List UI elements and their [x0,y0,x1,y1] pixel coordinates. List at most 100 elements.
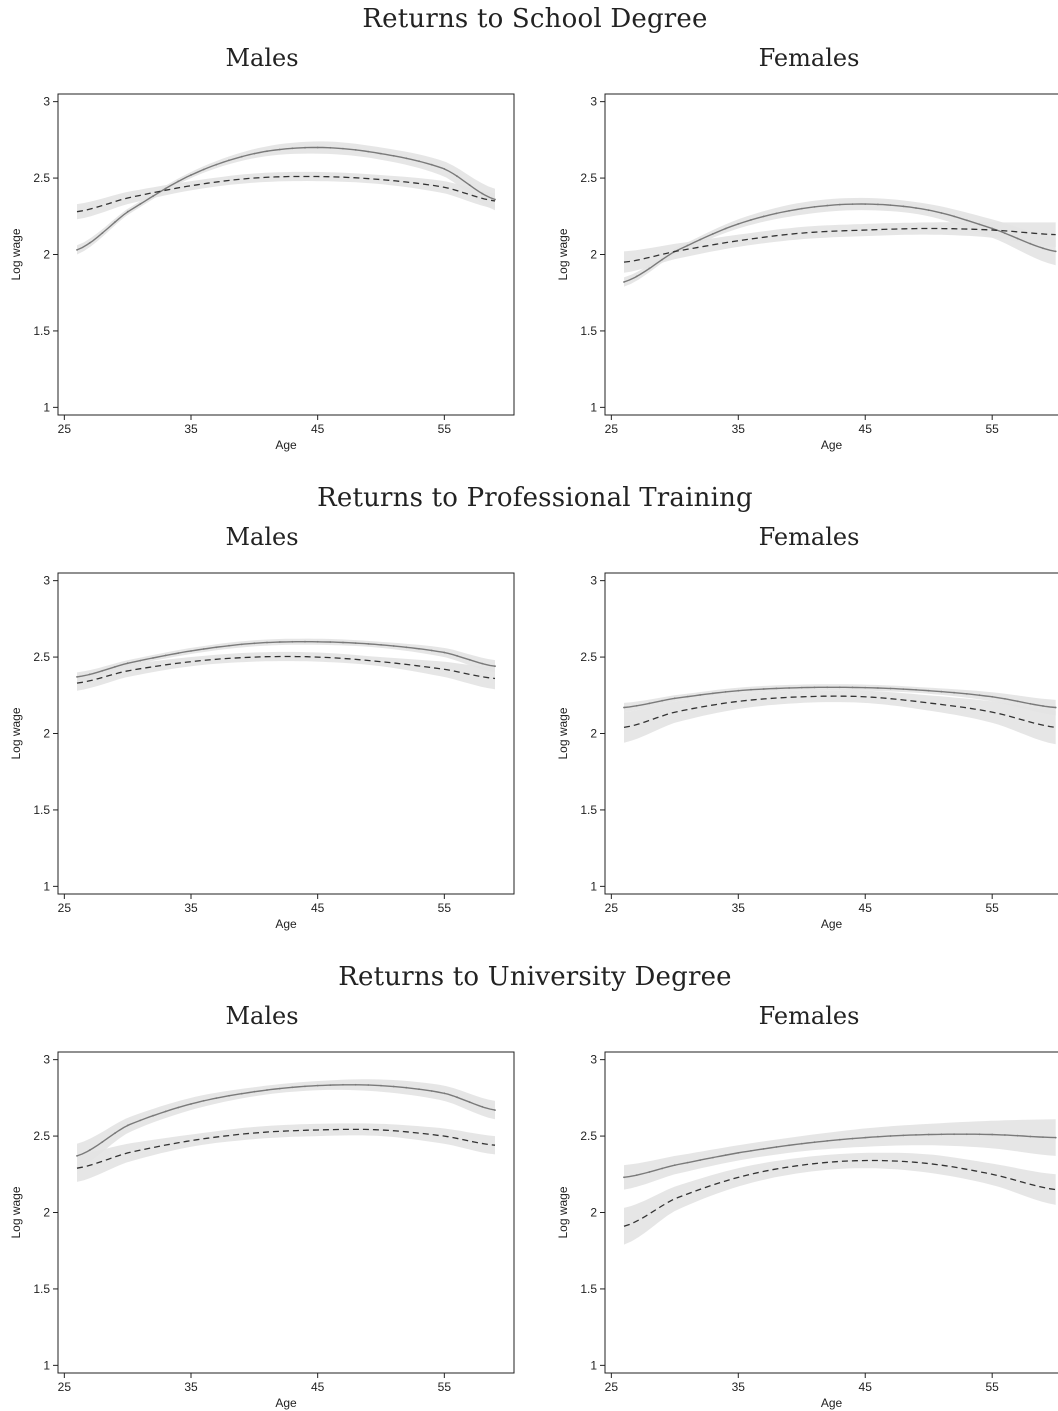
data-point [494,1109,496,1111]
data-point [826,204,829,207]
data-point [965,219,968,222]
confidence-band-dashed [624,1152,1056,1245]
data-point [240,155,243,158]
data-point [927,689,930,692]
data-point [266,1089,268,1091]
data-point [978,1133,981,1136]
x-tick-label: 25 [58,901,72,915]
data-point [253,642,256,645]
data-point [838,686,841,689]
data-point [762,215,765,218]
data-point [266,641,268,644]
data-point [481,1105,484,1108]
data-point [177,1106,180,1109]
data-point [468,1101,471,1104]
data-point [215,646,218,649]
series-line-solid [76,641,496,678]
data-point [965,1133,968,1136]
x-axis-title: Age [275,438,297,452]
data-point [661,258,663,261]
data-point [139,659,142,662]
y-tick-label: 2 [43,248,50,262]
x-tick-label: 45 [859,901,873,915]
data-point [354,149,357,151]
data-point [800,207,803,210]
data-point [367,150,370,153]
x-tick-label: 25 [58,1380,72,1394]
plot-frame [57,572,515,895]
y-tick-label: 1.5 [33,1282,50,1296]
y-tick-label: 2.5 [33,1129,50,1143]
data-point [648,1171,651,1173]
x-tick-label: 25 [605,1380,619,1394]
data-point [380,152,382,155]
y-tick-label: 3 [43,574,50,588]
section-title-professional: Returns to Professional Training [317,483,753,513]
data-point [418,160,420,163]
y-axis-title: Log wage [556,1186,570,1238]
y-tick-label: 1 [43,879,50,893]
section-title-university: Returns to University Degree [338,962,732,992]
data-point [126,662,129,665]
data-point [164,187,167,190]
data-point [316,640,319,643]
data-point [991,227,994,230]
data-point [775,212,778,215]
x-tick-label: 35 [732,422,746,436]
data-point [953,215,955,218]
data-point [152,1114,154,1117]
x-tick-label: 55 [986,1380,1000,1394]
data-point [405,1086,408,1089]
data-point [648,267,651,270]
data-point [864,686,867,689]
data-point [800,686,803,689]
data-point [215,163,218,166]
plot-frame [604,1051,1058,1374]
data-point [101,669,104,672]
data-point [1016,237,1019,240]
data-point [342,1083,344,1086]
data-point [177,180,180,183]
chart-panel-returns-to-university-degree-males: 1 1.5 2 2.5 3 25 35 45 55 Age Log wage [9,1051,515,1410]
data-point [152,657,154,659]
x-axis-title: Age [275,1396,297,1410]
y-tick-label: 3 [43,95,50,109]
data-point [1054,706,1057,709]
confidence-band-solid [624,197,1056,287]
data-point [1029,242,1032,245]
data-point [750,219,752,221]
data-point [978,223,981,226]
data-point [101,1141,104,1143]
panel-title-males: Males [225,44,299,72]
y-tick-label: 1 [590,400,597,414]
data-point [266,150,268,153]
series-line-dashed [76,655,496,684]
y-tick-label: 2 [590,727,597,741]
x-tick-label: 25 [605,901,619,915]
data-point [724,691,727,693]
data-point [889,687,892,690]
data-point [635,704,638,707]
confidence-band-dashed [77,1123,495,1182]
y-axis-title: Log wage [9,1186,23,1238]
data-point [126,210,129,213]
confidence-band-solid [624,1119,1056,1190]
y-tick-label: 2 [43,1206,50,1220]
data-point [648,702,651,705]
data-point [481,192,484,195]
confidence-band-dashed [77,651,495,691]
data-point [76,249,78,251]
data-point [190,650,192,652]
data-point [889,204,892,207]
data-point [724,227,727,230]
y-tick-label: 1.5 [580,1282,597,1296]
data-point [813,686,816,689]
data-point [380,1084,382,1087]
x-axis-title: Age [821,438,843,452]
data-point [1016,1134,1019,1137]
data-point [76,676,78,678]
x-axis-title: Age [821,1396,843,1410]
data-point [737,689,740,692]
section-title-school: Returns to School Degree [362,4,708,34]
x-tick-label: 45 [859,422,873,436]
